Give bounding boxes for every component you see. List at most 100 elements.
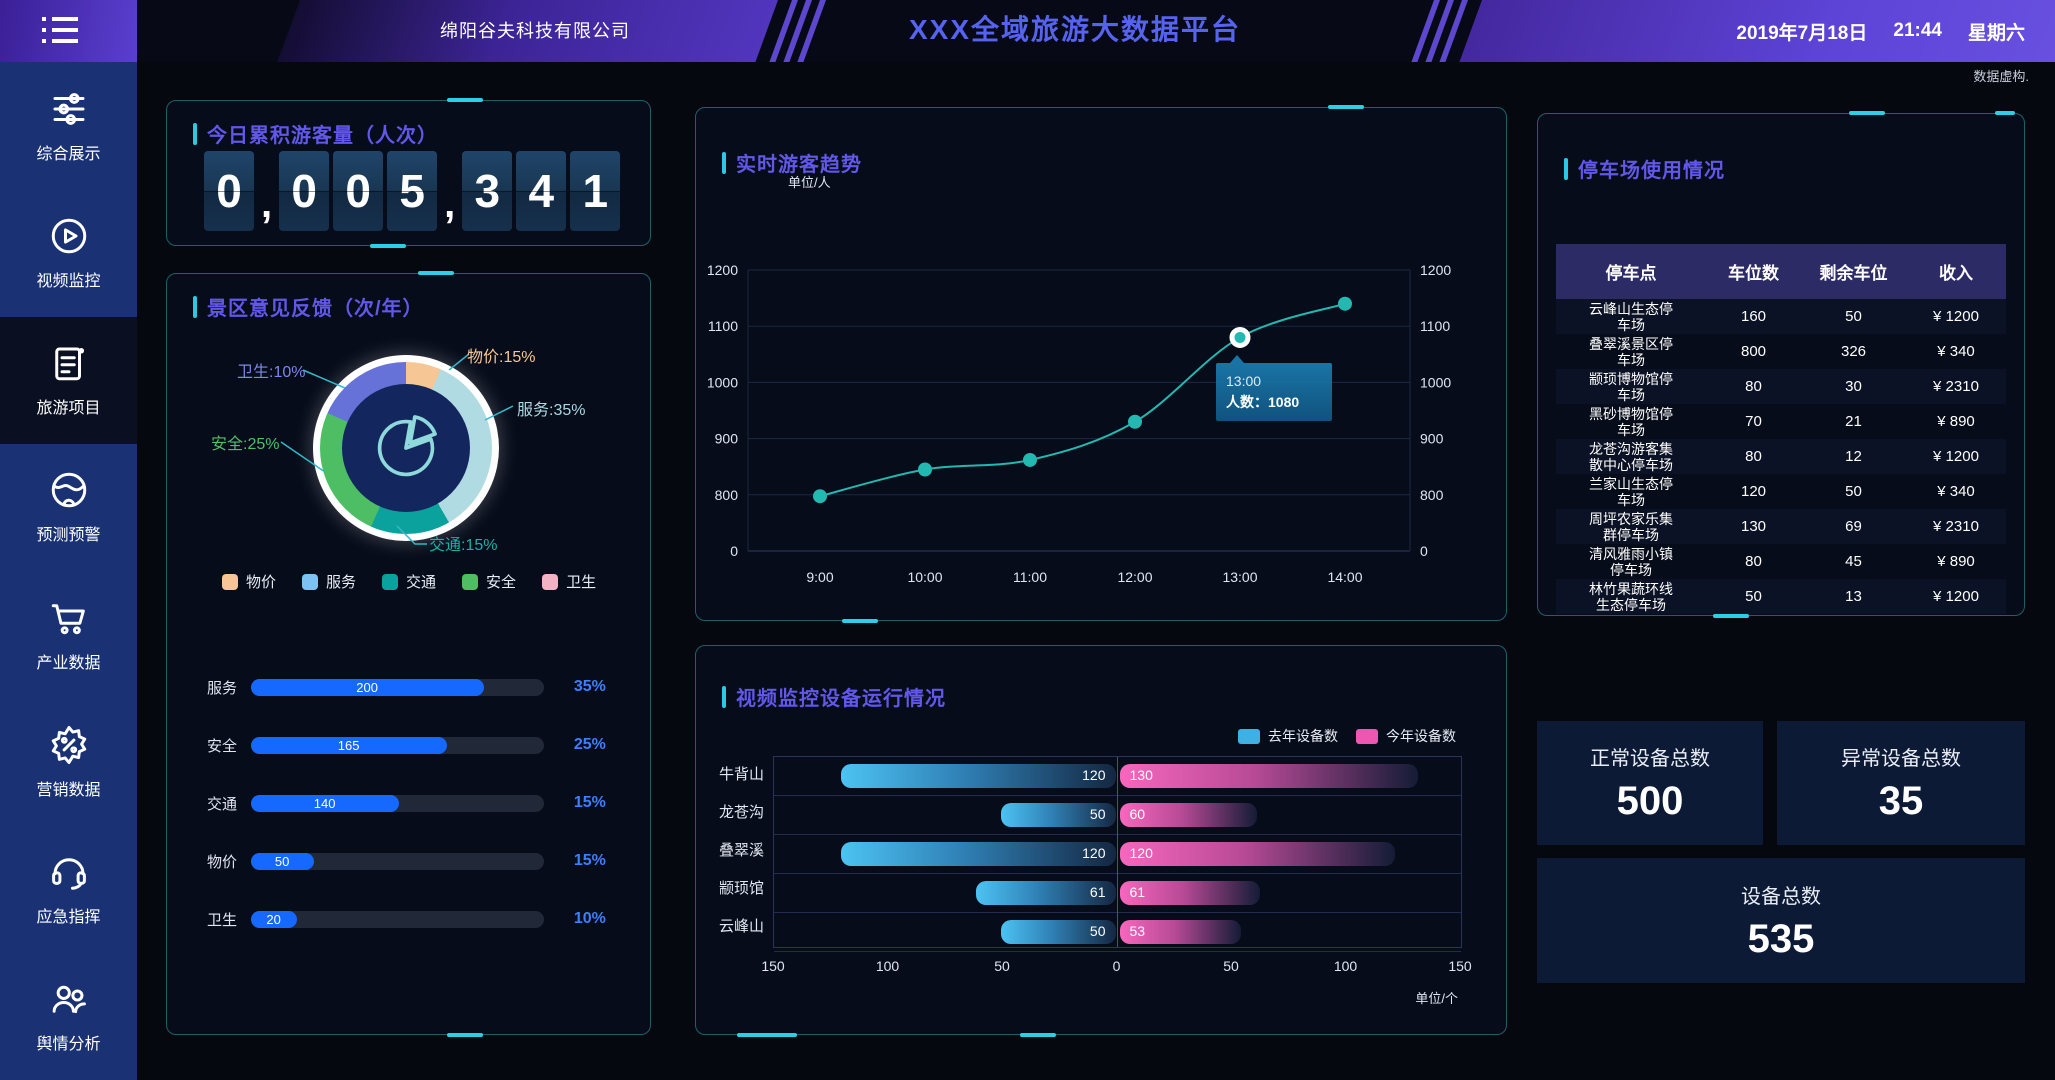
this-year-bar: 130 bbox=[1119, 764, 1418, 788]
feedback-bar-label: 物价 bbox=[207, 853, 238, 871]
trend-tooltip: 13:00 人数：1080 bbox=[1216, 355, 1332, 422]
svg-text:12:00: 12:00 bbox=[1117, 569, 1152, 585]
menu-icon[interactable] bbox=[42, 17, 78, 43]
devices-legend-item-去年设备数[interactable]: 去年设备数 bbox=[1238, 726, 1338, 746]
devices-tornado-chart: 120 130 50 60 120 120 61 61 50 53 bbox=[773, 756, 1462, 952]
panel-accent-dash bbox=[736, 1033, 797, 1037]
x-tick-label: 150 bbox=[761, 958, 785, 974]
donut-callout-交通: 交通:15% bbox=[429, 537, 498, 554]
center-axis-line bbox=[1117, 757, 1118, 947]
feedback-bar-row: 物价 50 15% bbox=[207, 852, 627, 871]
panel-accent-dash bbox=[447, 98, 484, 102]
x-tick-label: 150 bbox=[1448, 958, 1472, 974]
parking-name: 清风雅雨小镇停车场 bbox=[1589, 545, 1673, 578]
panel-accent-dash bbox=[841, 619, 878, 623]
svg-text:14:00: 14:00 bbox=[1327, 569, 1362, 585]
devices-legend-item-今年设备数[interactable]: 今年设备数 bbox=[1356, 726, 1456, 746]
parking-remaining-cell: 69 bbox=[1845, 518, 1862, 535]
parking-name-cell: 清风雅雨小镇停车场 bbox=[1556, 546, 1706, 578]
sidebar-item-label: 产业数据 bbox=[36, 654, 101, 672]
last-year-bar: 50 bbox=[1000, 920, 1116, 944]
sidebar-item-视频监控[interactable]: 视频监控 bbox=[0, 189, 137, 316]
legend-label: 服务 bbox=[326, 574, 357, 591]
legend-label: 去年设备数 bbox=[1268, 728, 1338, 744]
feedback-bar-fill: 140 bbox=[250, 794, 399, 812]
legend-item-卫生[interactable]: 卫生 bbox=[542, 571, 596, 592]
svg-text:11:00: 11:00 bbox=[1013, 569, 1047, 585]
parking-income-cell: ¥ 1200 bbox=[1933, 448, 1979, 465]
parking-remaining-cell: 30 bbox=[1845, 378, 1862, 395]
svg-text:0: 0 bbox=[1420, 543, 1428, 559]
legend-label: 今年设备数 bbox=[1386, 728, 1456, 744]
weekday-text: 星期六 bbox=[1967, 22, 2025, 44]
parking-name-cell: 颛顼博物馆停车场 bbox=[1556, 371, 1706, 403]
donut-callout-安全: 安全:25% bbox=[211, 436, 280, 453]
devices-row-牛背山: 120 130 bbox=[774, 757, 1461, 796]
sidebar-item-产业数据[interactable]: 产业数据 bbox=[0, 571, 137, 698]
sidebar-item-预测预警[interactable]: 预测预警 bbox=[0, 444, 137, 571]
clipboard-icon bbox=[54, 347, 84, 381]
counter-digit: 0 bbox=[279, 151, 330, 231]
feedback-bar-fill: 50 bbox=[250, 852, 314, 870]
table-row: 云峰山生态停车场 160 50 ¥ 1200 bbox=[1556, 299, 2006, 334]
this-year-bar: 53 bbox=[1119, 920, 1241, 944]
x-tick-label: 100 bbox=[875, 958, 900, 974]
legend-item-安全[interactable]: 安全 bbox=[462, 571, 516, 592]
last-year-bar: 120 bbox=[840, 842, 1116, 866]
parking-remaining-cell: 326 bbox=[1840, 343, 1867, 360]
sidebar-item-营销数据[interactable]: 营销数据 bbox=[0, 698, 137, 825]
last-year-bar: 61 bbox=[975, 881, 1116, 905]
svg-text:800: 800 bbox=[715, 487, 739, 503]
counter-digit: 1 bbox=[570, 151, 621, 231]
sidebar-item-舆情分析[interactable]: 舆情分析 bbox=[0, 953, 137, 1080]
panel-feedback: 景区意见反馈（次/年） 物价:15% 服务:35% 交通:15% 安全:25% 卫生:1… bbox=[166, 271, 651, 1037]
devices-categories: 牛背山 龙苍沟 叠翠溪 颛顼馆 云峰山 bbox=[702, 756, 764, 946]
x-tick-label: 0 bbox=[1112, 958, 1121, 974]
table-header-cell: 车位数 bbox=[1728, 264, 1779, 283]
parking-name: 黑砂博物馆停车场 bbox=[1589, 405, 1673, 438]
parking-remaining-cell: 21 bbox=[1845, 413, 1862, 430]
counter-digit: 3 bbox=[462, 151, 513, 231]
parking-capacity-cell: 50 bbox=[1745, 588, 1762, 605]
trend-chart-svg: 1200 1200 1100 1100 1000 1000 900 900 800 800 0 0 9:… bbox=[707, 262, 1452, 585]
legend-swatch bbox=[1238, 728, 1260, 744]
counter-digit: 0 bbox=[333, 151, 384, 231]
devices-row-云峰山: 50 53 bbox=[774, 913, 1461, 952]
parking-capacity-cell: 80 bbox=[1745, 378, 1762, 395]
legend-item-交通[interactable]: 交通 bbox=[382, 571, 436, 592]
legend-item-物价[interactable]: 物价 bbox=[222, 571, 276, 592]
bar-value: 60 bbox=[1129, 806, 1146, 822]
counter-digit: 0 bbox=[204, 151, 254, 231]
legend-item-服务[interactable]: 服务 bbox=[302, 571, 356, 592]
this-year-bar: 60 bbox=[1119, 803, 1257, 827]
feedback-bar-percent: 25% bbox=[573, 736, 606, 753]
title-accent-bar bbox=[1564, 157, 1568, 180]
table-row: 黑砂博物馆停车场 70 21 ¥ 890 bbox=[1556, 404, 2006, 439]
this-year-bar: 61 bbox=[1119, 881, 1260, 905]
table-row: 林竹果蔬环线生态停车场 50 13 ¥ 1200 bbox=[1556, 579, 2006, 614]
last-year-bar: 50 bbox=[1000, 803, 1116, 827]
parking-name-cell: 云峰山生态停车场 bbox=[1556, 301, 1706, 333]
legend-label: 卫生 bbox=[566, 574, 597, 591]
legend-label: 交通 bbox=[406, 574, 437, 591]
feedback-bar-fill: 165 bbox=[250, 736, 447, 754]
sidebar-item-旅游项目[interactable]: 旅游项目 bbox=[0, 316, 137, 444]
parking-remaining-cell: 12 bbox=[1845, 448, 1862, 465]
devices-unit-label: 单位/个 bbox=[1415, 991, 1458, 1006]
parking-name-cell: 周坪农家乐集群停车场 bbox=[1556, 511, 1706, 543]
sidebar-item-应急指挥[interactable]: 应急指挥 bbox=[0, 826, 137, 953]
sidebar-item-综合展示[interactable]: 综合展示 bbox=[0, 62, 137, 189]
bar-value: 120 bbox=[1082, 767, 1106, 783]
parking-panel-title: 停车场使用情况 bbox=[1564, 154, 1725, 183]
feedback-bar-row: 卫生 20 10% bbox=[207, 910, 627, 929]
bar-value: 120 bbox=[1129, 845, 1153, 861]
x-tick-label: 100 bbox=[1333, 958, 1358, 974]
feedback-bar-track: 50 bbox=[250, 852, 544, 870]
svg-text:1000: 1000 bbox=[707, 374, 738, 390]
discount-icon bbox=[51, 725, 86, 764]
datetime: 2019年7月18日 21:44 星期六 bbox=[1736, 0, 2025, 62]
parking-capacity-cell: 80 bbox=[1745, 553, 1762, 570]
devices-category-label: 颛顼馆 bbox=[718, 880, 764, 897]
parking-income-cell: ¥ 340 bbox=[1937, 343, 1975, 360]
